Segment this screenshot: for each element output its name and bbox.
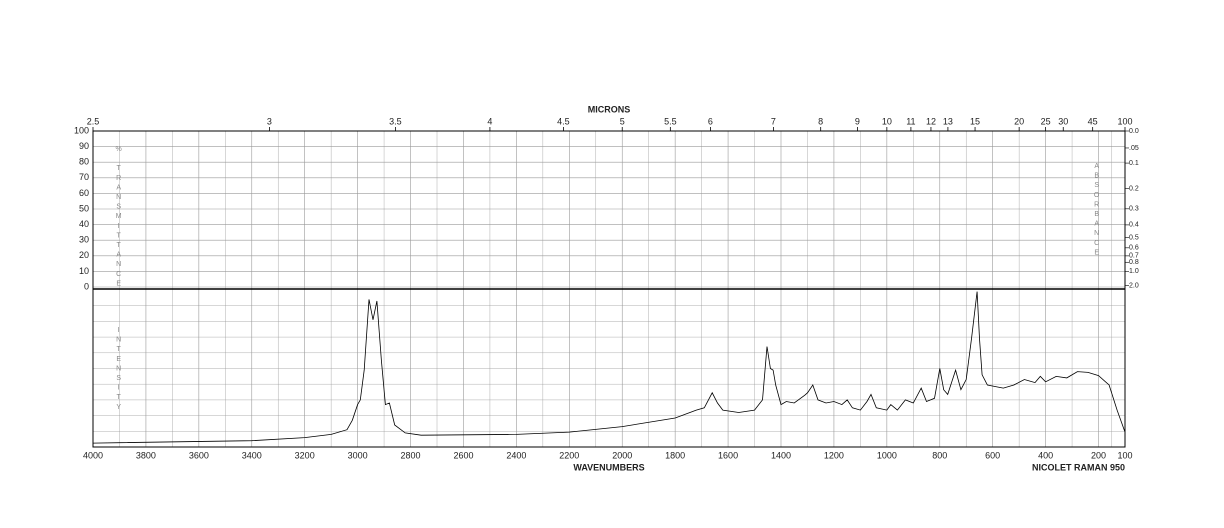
x-tick-label: 600 — [985, 450, 1000, 460]
top-axis-title: MICRONS — [588, 104, 631, 114]
absorbance-tick-label: 0.7 — [1129, 253, 1139, 260]
micron-tick-label: 30 — [1058, 116, 1068, 126]
absorbance-tick-label: .05 — [1129, 145, 1139, 152]
x-tick-label: 2800 — [401, 450, 421, 460]
absorbance-tick-label: 0.8 — [1129, 259, 1139, 266]
absorbance-tick-label: 0.4 — [1129, 222, 1139, 229]
x-tick-label: 1200 — [824, 450, 844, 460]
absorbance-tick-label: 0.1 — [1129, 160, 1139, 167]
x-tick-label: 2200 — [559, 450, 579, 460]
micron-tick-label: 20 — [1014, 116, 1024, 126]
x-tick-label: 1400 — [771, 450, 791, 460]
absorbance-tick-label: 1.0 — [1129, 268, 1139, 275]
micron-tick-label: 25 — [1041, 116, 1051, 126]
transmittance-tick-label: 60 — [79, 188, 89, 198]
x-axis-title: WAVENUMBERS — [573, 462, 644, 472]
micron-tick-label: 9 — [855, 116, 860, 126]
absorbance-tick-label: 2.0 — [1129, 282, 1139, 289]
micron-tick-label: 4.5 — [557, 116, 570, 126]
spectrum-line — [92, 291, 1126, 444]
x-tick-label: 3600 — [189, 450, 209, 460]
x-tick-label: 1800 — [665, 450, 685, 460]
micron-tick-label: 2.5 — [87, 116, 100, 126]
transmittance-tick-label: 0 — [84, 281, 89, 291]
micron-tick-label: 6 — [708, 116, 713, 126]
transmittance-tick-label: 70 — [79, 172, 89, 182]
x-tick-label: 3000 — [348, 450, 368, 460]
x-tick-label: 400 — [1038, 450, 1053, 460]
x-tick-label: 3800 — [136, 450, 156, 460]
x-tick-label: 3200 — [295, 450, 315, 460]
absorbance-tick-label: 0.3 — [1129, 206, 1139, 213]
micron-tick-label: 10 — [882, 116, 892, 126]
transmittance-tick-label: 50 — [79, 203, 89, 213]
absorbance-tick-label: 0.2 — [1129, 185, 1139, 192]
x-tick-label: 2600 — [453, 450, 473, 460]
transmittance-tick-label: 30 — [79, 235, 89, 245]
x-tick-label: 100 — [1117, 450, 1132, 460]
x-tick-label: 1600 — [718, 450, 738, 460]
micron-tick-label: 11 — [906, 116, 915, 126]
micron-tick-label: 3.5 — [389, 116, 402, 126]
micron-tick-label: 12 — [926, 116, 936, 126]
x-tick-label: 2400 — [506, 450, 526, 460]
transmittance-tick-label: 90 — [79, 141, 89, 151]
left-axis-title: % TRANSMITTANCE — [115, 146, 122, 290]
micron-tick-label: 4 — [487, 116, 492, 126]
x-tick-label: 1000 — [877, 450, 897, 460]
micron-tick-label: 3 — [267, 116, 272, 126]
x-tick-label: 4000 — [83, 450, 103, 460]
instrument-label: NICOLET RAMAN 950 — [1032, 462, 1125, 472]
micron-tick-label: 5 — [620, 116, 625, 126]
micron-tick-label: 45 — [1088, 116, 1098, 126]
x-tick-label: 3400 — [242, 450, 262, 460]
transmittance-tick-label: 40 — [79, 219, 89, 229]
x-tick-label: 200 — [1091, 450, 1106, 460]
absorbance-tick-label: 0.0 — [1129, 128, 1139, 135]
right-axis-title: ABSORBANCE — [1093, 163, 1100, 259]
x-tick-label: 2000 — [612, 450, 632, 460]
micron-tick-label: 5.5 — [664, 116, 677, 126]
x-tick-label: 800 — [932, 450, 947, 460]
intensity-title: INTENSITY — [115, 327, 122, 413]
micron-tick-label: 100 — [1117, 116, 1132, 126]
transmittance-tick-label: 100 — [74, 125, 89, 135]
transmittance-tick-label: 80 — [79, 157, 89, 167]
micron-tick-label: 15 — [970, 116, 980, 126]
transmittance-tick-label: 20 — [79, 250, 89, 260]
micron-tick-label: 13 — [943, 116, 953, 126]
micron-tick-label: 8 — [818, 116, 823, 126]
absorbance-tick-label: 0.5 — [1129, 235, 1139, 242]
transmittance-tick-label: 10 — [79, 266, 89, 276]
absorbance-tick-label: 0.6 — [1129, 245, 1139, 252]
micron-tick-label: 7 — [771, 116, 776, 126]
